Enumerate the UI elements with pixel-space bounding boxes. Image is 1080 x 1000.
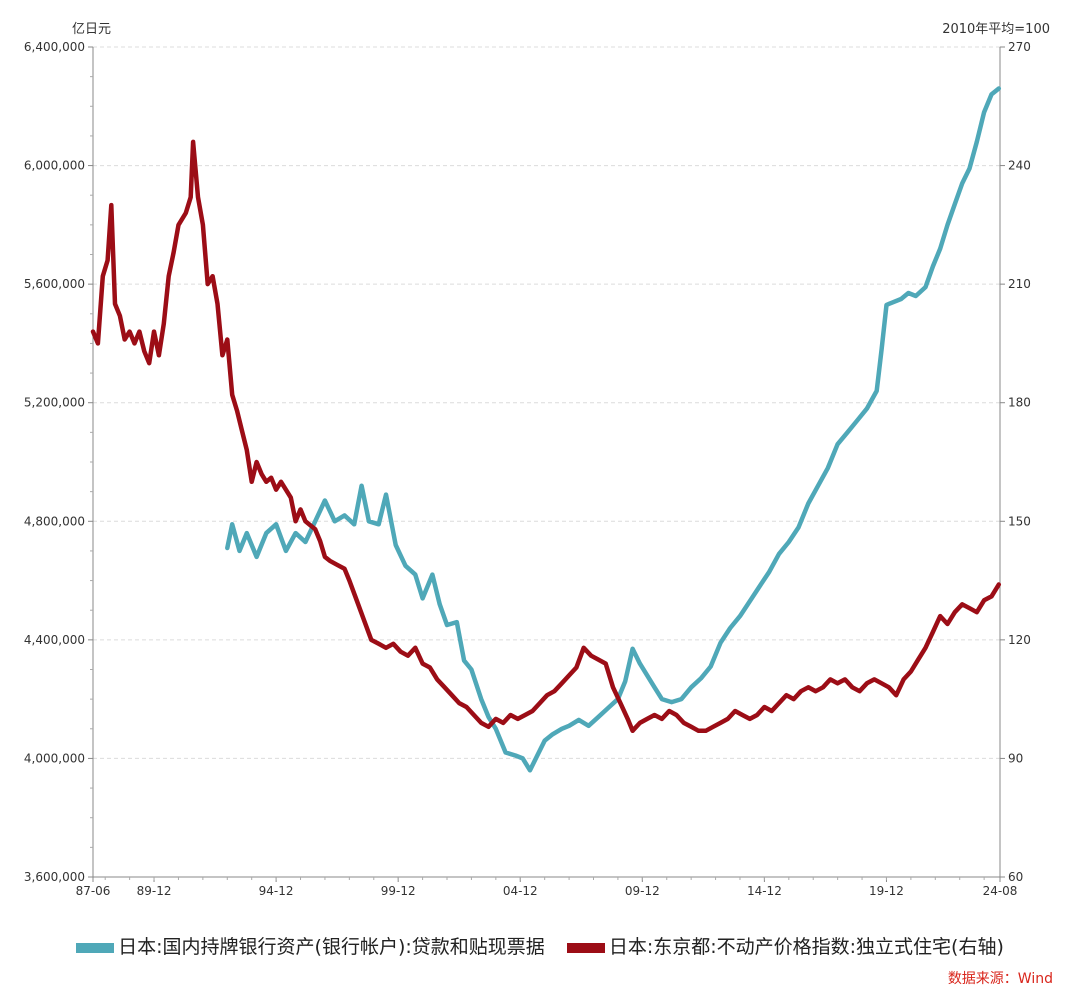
- right-tick-label: 180: [1008, 396, 1031, 410]
- x-tick-label: 19-12: [869, 884, 904, 898]
- x-tick-label: 87-06: [76, 884, 111, 898]
- series-lines: [90, 86, 1002, 773]
- x-tick-label: 89-12: [137, 884, 172, 898]
- right-tick-label: 270: [1008, 40, 1031, 54]
- series-line-tokyo-house-price: [90, 139, 1002, 734]
- left-tick-label: 6,400,000: [24, 40, 85, 54]
- right-axis-ticks: 60 90 120 150 180 210 240 270: [1000, 40, 1031, 884]
- axes: [92, 47, 1001, 878]
- legend-label-loans: 日本:国内持牌银行资产(银行帐户):贷款和贴现票据: [118, 936, 545, 958]
- left-tick-label: 4,800,000: [24, 514, 85, 528]
- data-source-note: 数据来源：Wind: [947, 971, 1053, 987]
- x-tick-label: 14-12: [747, 884, 782, 898]
- right-axis-unit: 2010年平均=100: [942, 22, 1050, 37]
- x-tick-label: 24-08: [983, 884, 1018, 898]
- legend: 日本:国内持牌银行资产(银行帐户):贷款和贴现票据 日本:东京都:不动产价格指数…: [0, 932, 1080, 959]
- right-tick-label: 240: [1008, 159, 1031, 173]
- x-tick-label: 04-12: [503, 884, 538, 898]
- right-tick-label: 120: [1008, 633, 1031, 647]
- x-axis-ticks: 87-06 89-12 94-12 99-12 04-12 09-12 14-12 19-12…: [76, 877, 1018, 898]
- legend-label-tokyo-house-price: 日本:东京都:不动产价格指数:独立式住宅(右轴): [608, 936, 1004, 958]
- left-axis-ticks: 3,600,000 4,000,000 4,400,000 4,800,000 5,20…: [24, 40, 93, 884]
- left-tick-label: 6,000,000: [24, 159, 85, 173]
- left-tick-label: 4,400,000: [24, 633, 85, 647]
- legend-swatch-loans: [76, 942, 115, 953]
- gridlines: [93, 46, 1000, 759]
- right-tick-label: 90: [1008, 751, 1023, 765]
- left-tick-label: 5,200,000: [24, 396, 85, 410]
- legend-swatch-tokyo-house-price: [566, 942, 605, 953]
- legend-item-tokyo-house-price: 日本:东京都:不动产价格指数:独立式住宅(右轴): [566, 932, 1004, 959]
- left-tick-label: 4,000,000: [24, 751, 85, 765]
- right-tick-label: 150: [1008, 514, 1031, 528]
- left-axis-unit: 亿日元: [72, 22, 112, 37]
- x-tick-label: 94-12: [259, 884, 294, 898]
- right-tick-label: 60: [1008, 870, 1023, 884]
- x-tick-label: 09-12: [625, 884, 660, 898]
- left-tick-label: 5,600,000: [24, 277, 85, 291]
- left-tick-label: 3,600,000: [24, 870, 85, 884]
- legend-item-loans: 日本:国内持牌银行资产(银行帐户):贷款和贴现票据: [76, 932, 545, 959]
- x-tick-label: 99-12: [381, 884, 416, 898]
- right-tick-label: 210: [1008, 277, 1031, 291]
- series-line-bank-loans: [225, 86, 1002, 773]
